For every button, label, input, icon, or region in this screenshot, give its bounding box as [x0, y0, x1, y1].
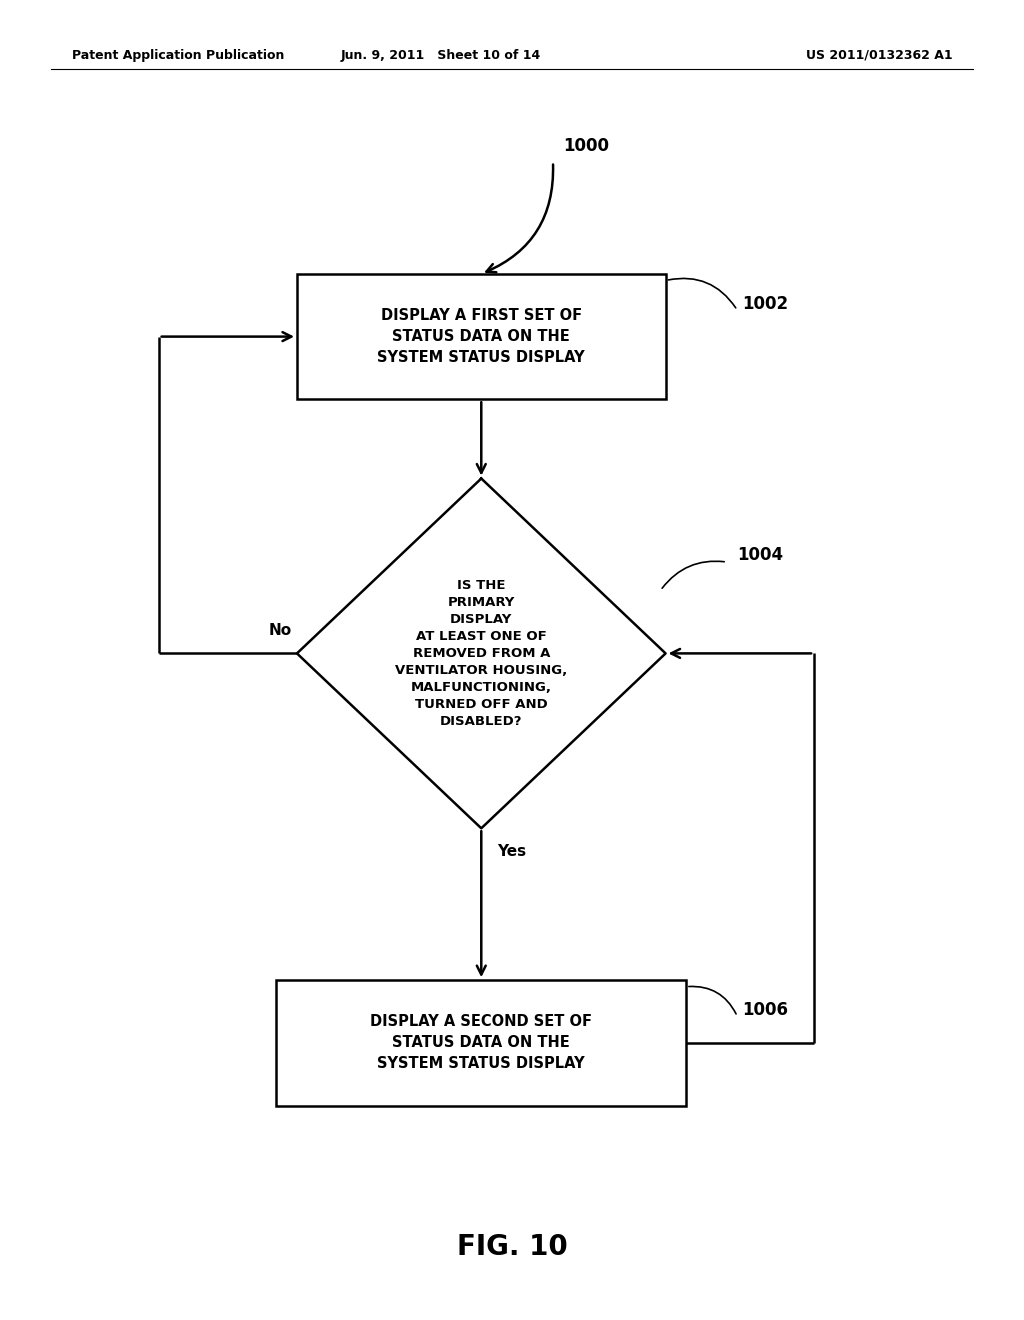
Text: Patent Application Publication: Patent Application Publication — [72, 49, 284, 62]
Text: DISPLAY A FIRST SET OF
STATUS DATA ON THE
SYSTEM STATUS DISPLAY: DISPLAY A FIRST SET OF STATUS DATA ON TH… — [378, 308, 585, 366]
Text: Yes: Yes — [497, 845, 525, 859]
Text: Jun. 9, 2011   Sheet 10 of 14: Jun. 9, 2011 Sheet 10 of 14 — [340, 49, 541, 62]
FancyBboxPatch shape — [276, 979, 686, 1106]
Text: No: No — [268, 623, 292, 638]
Text: 1006: 1006 — [742, 1001, 788, 1019]
Text: 1000: 1000 — [563, 137, 609, 156]
Polygon shape — [297, 479, 666, 829]
Text: IS THE
PRIMARY
DISPLAY
AT LEAST ONE OF
REMOVED FROM A
VENTILATOR HOUSING,
MALFUN: IS THE PRIMARY DISPLAY AT LEAST ONE OF R… — [395, 579, 567, 727]
Text: 1004: 1004 — [737, 546, 783, 565]
Text: DISPLAY A SECOND SET OF
STATUS DATA ON THE
SYSTEM STATUS DISPLAY: DISPLAY A SECOND SET OF STATUS DATA ON T… — [371, 1014, 592, 1072]
Text: 1002: 1002 — [742, 294, 788, 313]
FancyBboxPatch shape — [297, 275, 666, 399]
Text: US 2011/0132362 A1: US 2011/0132362 A1 — [806, 49, 952, 62]
Text: FIG. 10: FIG. 10 — [457, 1233, 567, 1262]
